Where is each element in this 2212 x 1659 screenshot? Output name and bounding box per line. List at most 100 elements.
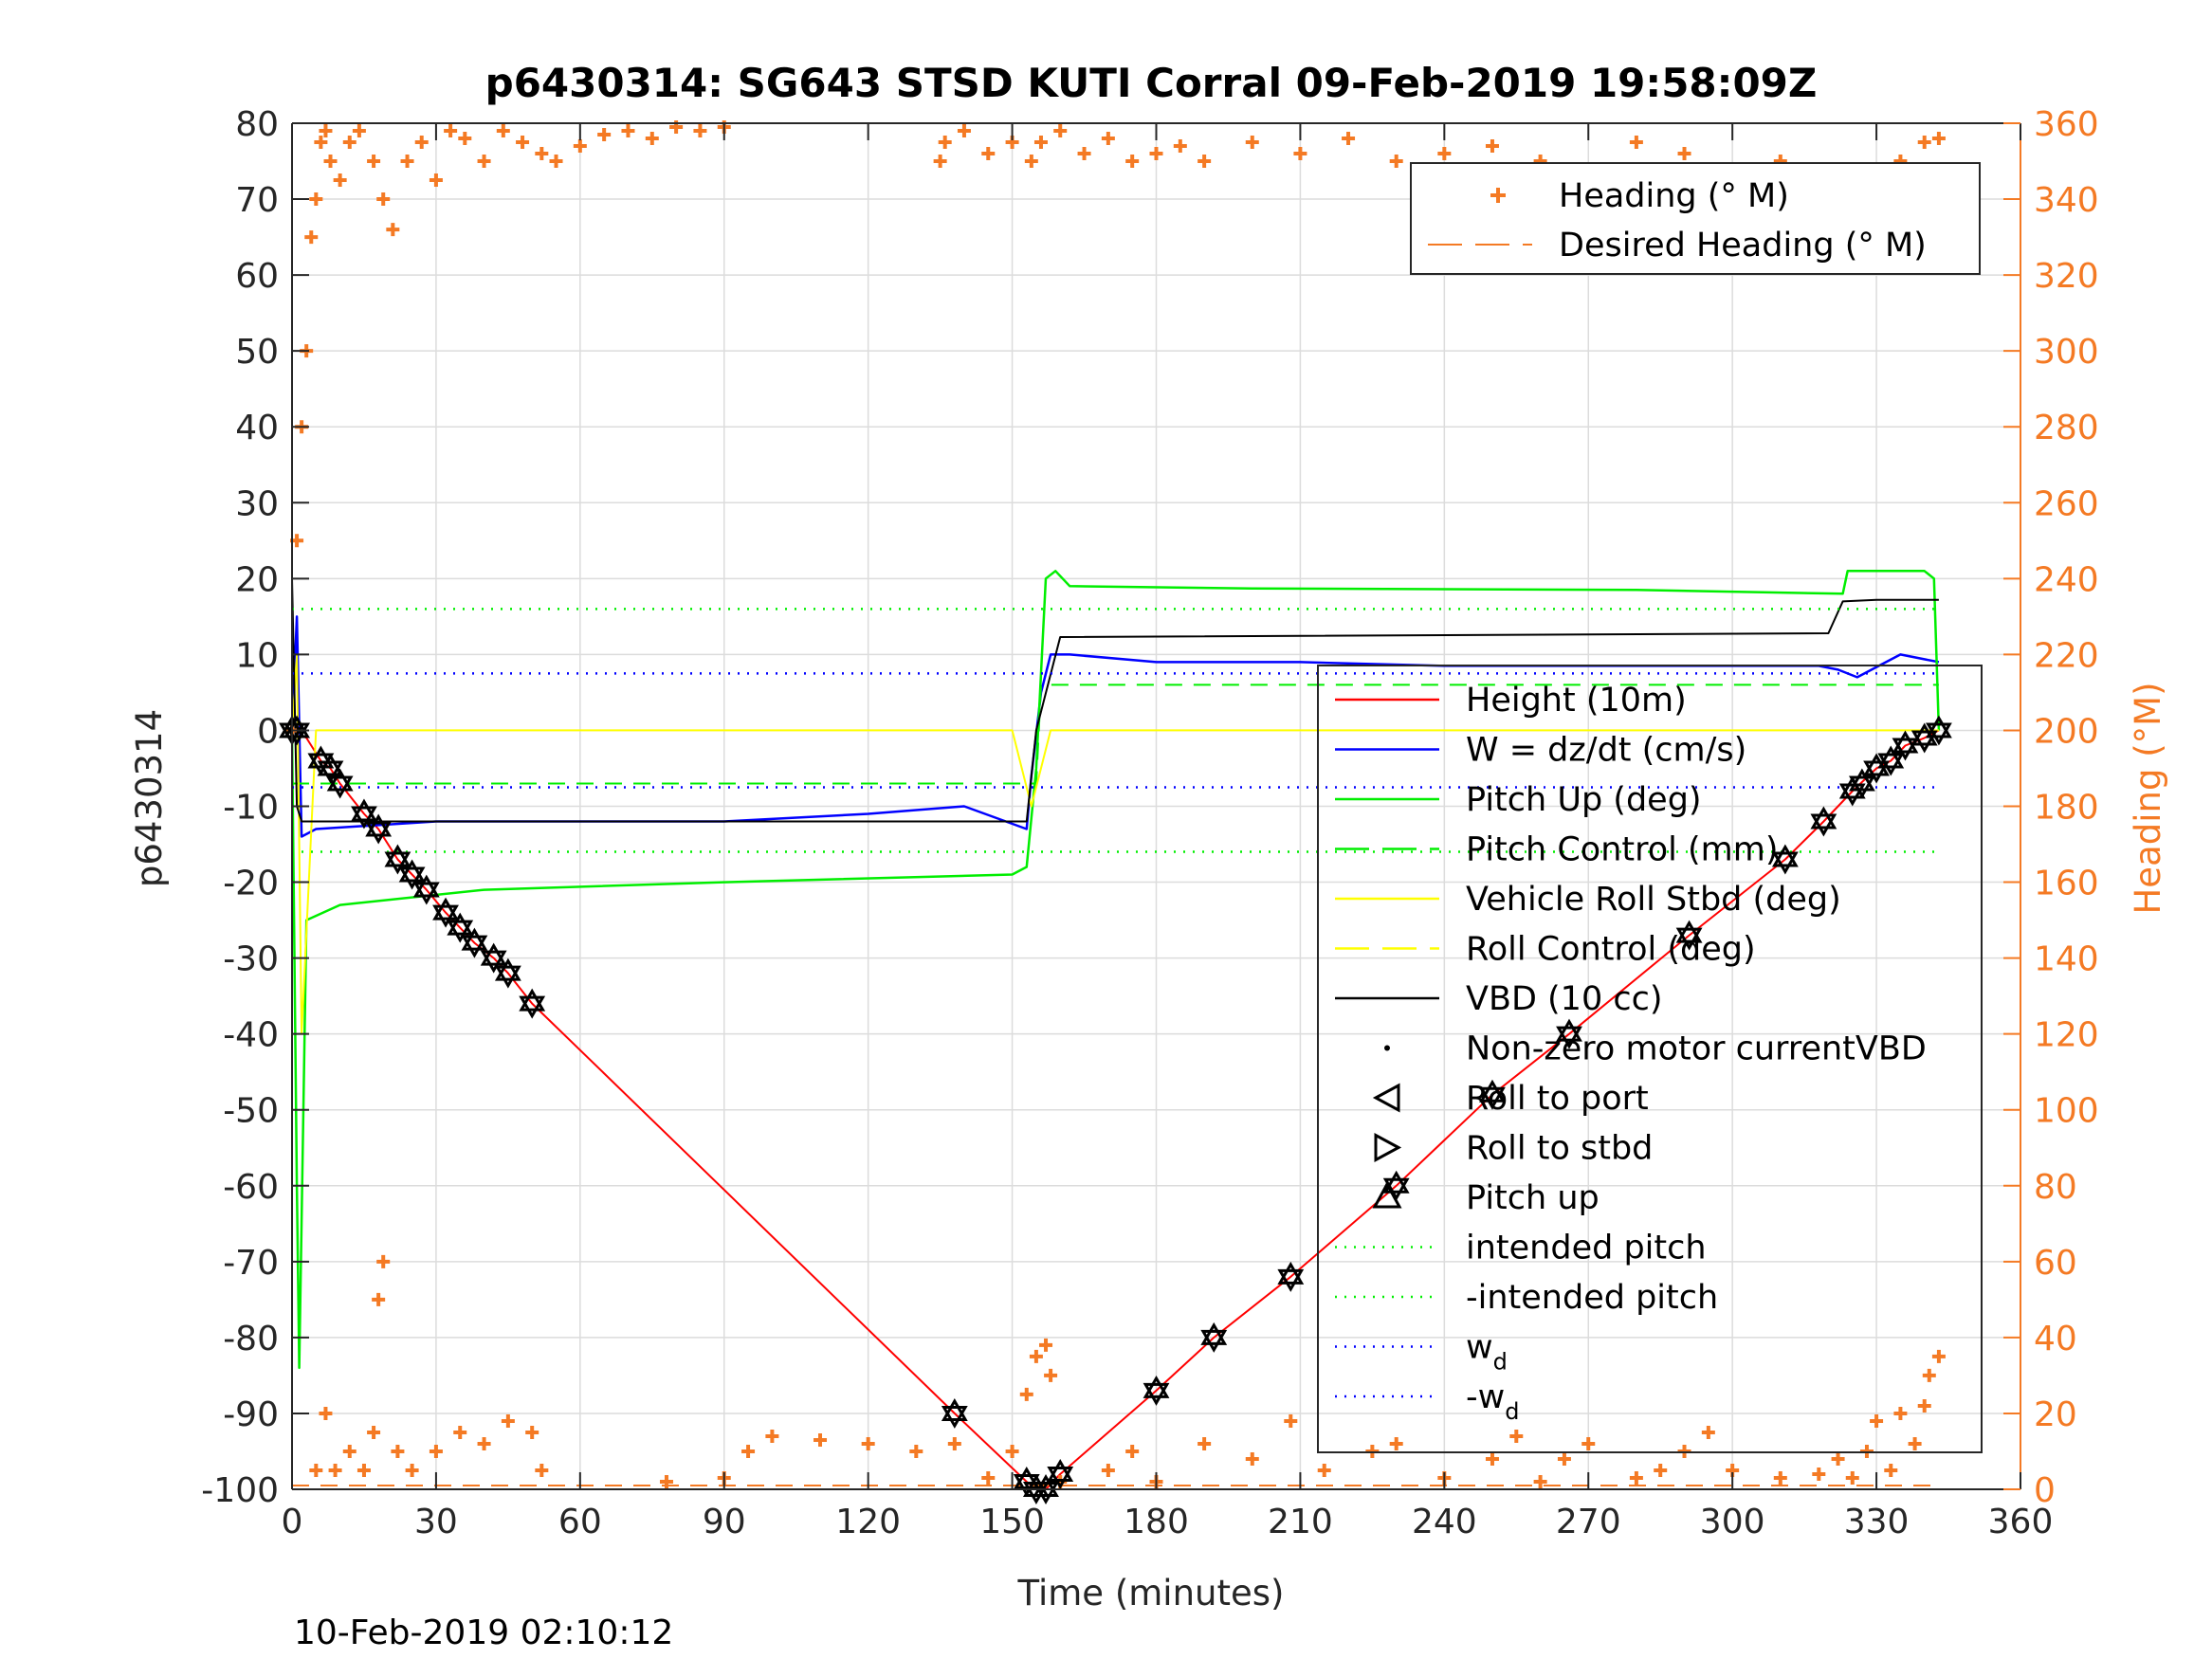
x-tick-label: 90 <box>703 1503 746 1541</box>
heading-point <box>1509 1429 1524 1443</box>
pitch-up-marker <box>1143 1375 1170 1406</box>
heading-point <box>1173 139 1187 154</box>
pitch-up-marker <box>519 988 546 1019</box>
heading-point <box>535 1463 549 1477</box>
pitch-up-marker <box>326 768 354 799</box>
heading-point <box>1125 1444 1140 1458</box>
right-y-tick-label: 60 <box>2034 1244 2077 1283</box>
left-y-tick-label: -70 <box>223 1244 279 1283</box>
legend-label: Pitch up <box>1466 1179 1600 1217</box>
heading-point <box>496 124 510 138</box>
left-y-tick-label: -80 <box>223 1320 279 1358</box>
heading-point <box>314 136 328 150</box>
series-pitch-control-mm <box>292 684 1939 785</box>
left-y-tick-label: 50 <box>235 333 279 372</box>
heading-point <box>453 1425 467 1439</box>
heading-point <box>1884 1463 1898 1477</box>
heading-point <box>501 1413 515 1428</box>
heading-point <box>1342 132 1356 146</box>
series-vbd-10-cc <box>291 578 1939 823</box>
right-y-tick-label: 180 <box>2034 789 2099 828</box>
heading-point <box>659 1474 673 1488</box>
legend-tri-left <box>1372 1083 1400 1113</box>
pitch-up-marker <box>432 897 459 928</box>
x-tick-label: 30 <box>414 1503 458 1541</box>
heading-point <box>429 1444 443 1458</box>
heading-point <box>933 155 947 169</box>
legend-label: Roll to port <box>1466 1080 1649 1118</box>
left-y-tick-label: 60 <box>235 257 279 296</box>
right-y-tick-label: 40 <box>2034 1320 2077 1358</box>
right-y-tick-label: 340 <box>2034 181 2099 220</box>
heading-point <box>1053 124 1068 138</box>
heading-point <box>1125 155 1140 169</box>
right-y-tick-label: 0 <box>2034 1471 2056 1510</box>
heading-point <box>1931 1349 1946 1363</box>
legend-heading-label: Heading (° M) <box>1559 177 1789 215</box>
left-y-tick-label: -30 <box>223 940 279 979</box>
series-w-dz-dt-cm-s <box>290 615 1940 838</box>
pitch-up-marker <box>461 927 488 958</box>
heading-point <box>414 136 429 150</box>
left-y-tick-label: 10 <box>235 636 279 675</box>
legend-label: -intended pitch <box>1466 1279 1718 1317</box>
legend-label: Pitch Up (deg) <box>1466 781 1702 819</box>
legend-heading-label: Desired Heading (° M) <box>1559 227 1927 264</box>
heading-point <box>938 136 952 150</box>
heading-point <box>1677 1444 1691 1458</box>
pitch-up-marker <box>480 942 507 974</box>
heading-point <box>621 124 635 138</box>
legend-label: intended pitch <box>1466 1230 1707 1267</box>
heading-point <box>1831 1451 1845 1466</box>
heading-point <box>477 155 491 169</box>
heading-point <box>356 1463 371 1477</box>
heading-point <box>1922 1368 1936 1382</box>
heading-point <box>376 192 391 207</box>
right-y-tick-label: 260 <box>2034 484 2099 523</box>
heading-point <box>444 124 458 138</box>
right-y-tick-label: 300 <box>2034 333 2099 372</box>
chart-title: p6430314: SG643 STSD KUTI Corral 09-Feb-… <box>485 60 1818 106</box>
right-y-tick-label: 100 <box>2034 1092 2099 1131</box>
heading-point <box>1101 132 1115 146</box>
right-y-tick-label: 140 <box>2034 940 2099 979</box>
pitch-up-markers <box>279 715 1952 1504</box>
pitch-up-marker <box>1047 1459 1074 1489</box>
pitch-up-marker <box>1277 1261 1305 1292</box>
heading-point <box>1581 1436 1596 1450</box>
left-y-tick-label: -100 <box>201 1471 279 1510</box>
heading-point <box>516 136 530 150</box>
legend-tri-right <box>1374 1132 1402 1163</box>
legend-tri-up <box>1372 1180 1402 1209</box>
legend-heading-box <box>1410 162 1981 275</box>
heading-point <box>1005 1444 1019 1458</box>
heading-point <box>1101 1463 1115 1477</box>
legend-label: Pitch Control (mm) <box>1466 831 1778 869</box>
heading-point <box>1773 1470 1787 1485</box>
right-y-tick-label: 80 <box>2034 1168 2077 1207</box>
left-y-tick-label: -50 <box>223 1092 279 1131</box>
right-y-tick-label: 200 <box>2034 712 2099 751</box>
pitch-up-marker <box>1810 806 1837 837</box>
axes: 0 30 60 90 120 150 180 210 240 270 300 330 360807060… <box>201 105 2098 1541</box>
heading-point <box>405 1463 419 1477</box>
heading-point <box>391 1444 405 1458</box>
heading-point <box>1024 155 1038 169</box>
pitch-up-marker <box>1892 730 1919 761</box>
heading-point <box>319 1406 333 1420</box>
heading-point <box>309 1463 323 1477</box>
heading-point <box>1845 1470 1859 1485</box>
heading-point <box>1033 136 1048 150</box>
legend-label: W = dz/dt (cm/s) <box>1466 732 1746 770</box>
left-y-tick-label: 20 <box>235 560 279 599</box>
x-tick-label: 270 <box>1556 1503 1621 1541</box>
heading-point <box>947 1436 961 1450</box>
left-y-tick-label: 0 <box>257 712 279 751</box>
heading-point <box>1931 132 1946 146</box>
heading-point <box>597 128 612 142</box>
right-y-tick-label: 220 <box>2034 636 2099 675</box>
x-tick-label: 120 <box>835 1503 901 1541</box>
heading-point <box>909 1444 923 1458</box>
heading-point <box>1019 1387 1033 1401</box>
series-pitch-up-deg <box>290 570 1941 1370</box>
